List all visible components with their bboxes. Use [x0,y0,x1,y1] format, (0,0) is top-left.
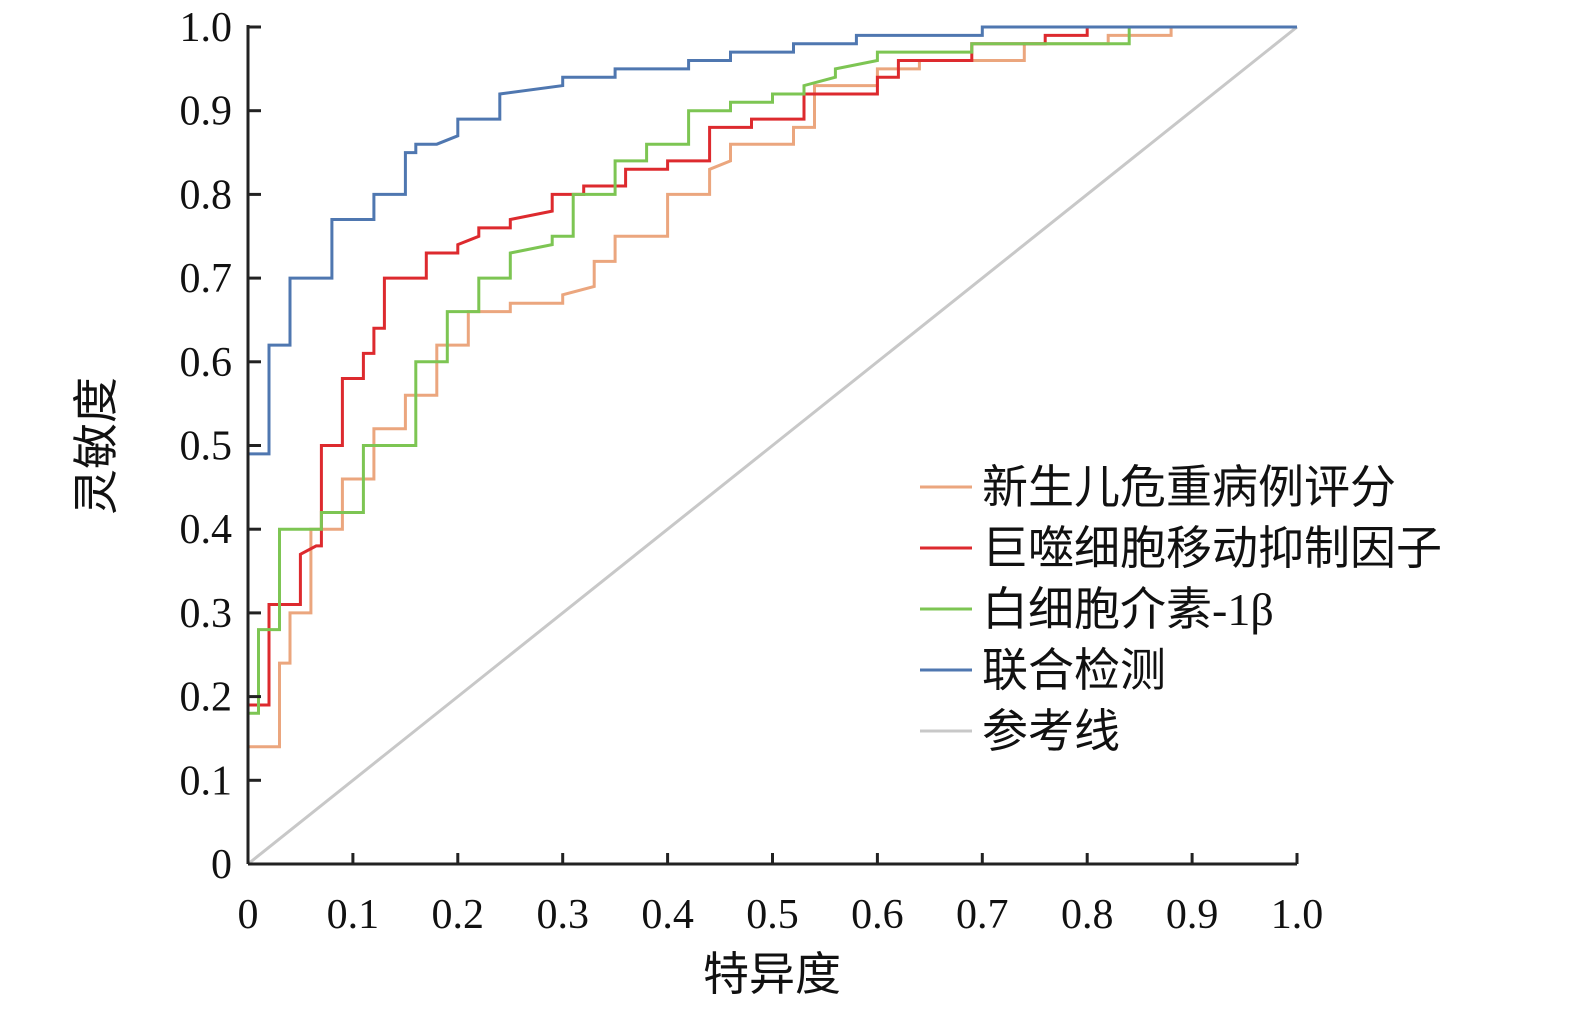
legend-label: 巨噬细胞移动抑制因子 [982,523,1442,574]
legend-item: 参考线 [920,706,1120,757]
series-line-2 [248,25,1297,715]
legend-label: 白细胞介素-1β [982,584,1274,635]
series-layer [247,25,1298,866]
y-tick-label: 0.3 [180,591,233,637]
x-tick-label: 0.1 [327,892,380,938]
y-tick-label: 0.9 [180,89,233,135]
x-tick-label: 0.7 [956,892,1009,938]
x-tick-label: 0.4 [641,892,694,938]
y-tick-label: 0.4 [180,507,233,553]
legend-label: 新生儿危重病例评分 [982,462,1396,513]
legend-label: 联合检测 [982,645,1166,696]
x-tick-label: 0.6 [851,892,904,938]
y-tick-label: 0.5 [180,424,233,470]
x-tick-label: 0.9 [1166,892,1219,938]
legend-item: 新生儿危重病例评分 [920,462,1396,513]
y-tick-label: 0.8 [180,172,233,218]
x-tick-label: 1.0 [1271,892,1324,938]
legend-item: 巨噬细胞移动抑制因子 [920,523,1442,574]
y-axis-label: 灵敏度 [71,377,122,515]
y-tick-label: 0.2 [180,675,233,721]
x-tick-label: 0.8 [1061,892,1114,938]
axes: 0 0.1 0.2 0.3 0.4 0.5 0.6 0.7 0.8 0.9 1.0 0 0.1 0.2 0.… [180,5,1324,938]
x-tick-label: 0.3 [536,892,589,938]
y-tick-label: 1.0 [180,5,233,51]
legend-label: 参考线 [982,706,1120,757]
y-tick-label: 0.1 [180,758,233,804]
x-axis-label: 特异度 [703,949,841,1000]
x-tick-label: 0.5 [746,892,799,938]
series-line-1 [248,25,1297,707]
y-tick-label: 0 [211,842,232,888]
x-tick-label: 0 [238,892,259,938]
x-tick-label: 0.2 [432,892,485,938]
y-tick-label: 0.7 [180,256,233,302]
series-line-0 [248,25,1297,749]
series-line-3 [248,25,1297,456]
legend-item: 白细胞介素-1β [920,584,1274,635]
series-line-4 [247,25,1298,866]
y-tick-label: 0.6 [180,340,233,386]
legend-item: 联合检测 [920,645,1166,696]
